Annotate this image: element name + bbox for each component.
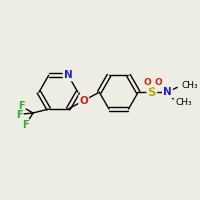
Text: N: N <box>64 70 73 80</box>
Text: N: N <box>163 87 172 97</box>
Text: O: O <box>79 96 88 106</box>
Text: F: F <box>16 110 23 120</box>
Text: S: S <box>148 86 156 99</box>
Text: F: F <box>18 101 25 111</box>
Text: O: O <box>155 78 163 87</box>
Text: O: O <box>143 78 151 87</box>
Text: CH₃: CH₃ <box>175 98 192 107</box>
Text: F: F <box>22 120 29 130</box>
Text: CH₃: CH₃ <box>181 81 198 90</box>
